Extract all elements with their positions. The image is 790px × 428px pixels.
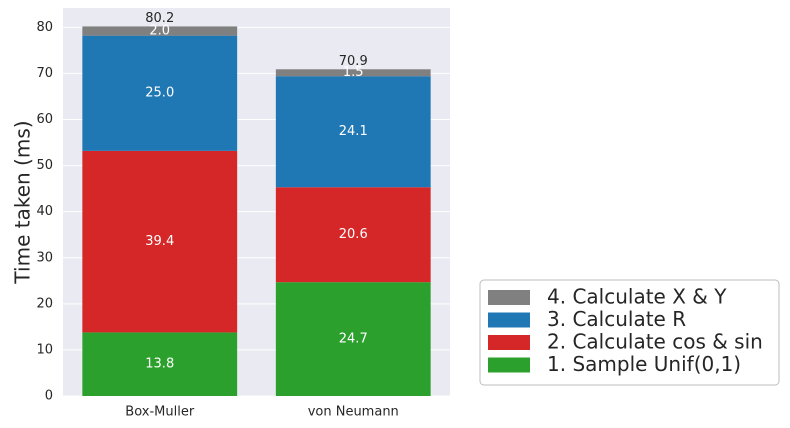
legend-entry-label: 4. Calculate X & Y bbox=[547, 285, 727, 309]
segment-value-label: 1.5 bbox=[343, 65, 364, 80]
segment-value-label: 24.7 bbox=[339, 332, 368, 347]
y-tick-label: 40 bbox=[36, 204, 53, 219]
y-tick-label: 20 bbox=[36, 296, 53, 311]
segment-value-label: 24.1 bbox=[339, 124, 368, 139]
bar-segment bbox=[82, 26, 238, 36]
segment-value-label: 13.8 bbox=[145, 357, 174, 372]
bar-segment bbox=[82, 35, 238, 151]
bar-segment bbox=[275, 282, 431, 396]
segment-value-label: 20.6 bbox=[339, 227, 368, 242]
legend-frame bbox=[479, 279, 780, 386]
legend-swatch bbox=[488, 312, 530, 328]
x-axis-ticks: Box-Muller von Neumann bbox=[125, 405, 398, 420]
x-tick-label: Box-Muller bbox=[125, 405, 195, 420]
bar-total-label: 70.9 bbox=[339, 54, 368, 69]
bar-segment bbox=[275, 187, 431, 283]
bars: 13.8 39.4 25.0 2.080.2 24.7 20.6 24.1 1.570.9 bbox=[82, 11, 431, 396]
segment-value-label: 25.0 bbox=[145, 86, 174, 101]
y-tick-label: 0 bbox=[45, 389, 53, 404]
legend-entry-label: 1. Sample Unif(0,1) bbox=[547, 352, 741, 376]
bar-segment bbox=[275, 76, 431, 188]
legend-entry-label: 3. Calculate R bbox=[547, 307, 686, 331]
y-tick-label: 10 bbox=[36, 342, 53, 357]
legend-swatch bbox=[488, 357, 530, 373]
y-tick-label: 60 bbox=[36, 112, 53, 127]
bar-total-label: 80.2 bbox=[145, 11, 174, 26]
bar-segment bbox=[82, 150, 238, 333]
legend-swatch bbox=[488, 335, 530, 350]
y-tick-label: 30 bbox=[36, 250, 53, 265]
y-axis-label: Time taken (ms) bbox=[11, 120, 35, 284]
y-tick-label: 50 bbox=[36, 158, 53, 173]
y-axis-ticks: 0 10 20 30 40 50 60 70 80 bbox=[36, 20, 53, 404]
legend: 4. Calculate X & Y3. Calculate R2. Calcu… bbox=[479, 279, 780, 386]
y-tick-label: 70 bbox=[36, 66, 53, 81]
x-tick-label: von Neumann bbox=[308, 405, 399, 420]
legend-entry-label: 2. Calculate cos & sin bbox=[547, 330, 763, 354]
bar-segment bbox=[82, 332, 238, 396]
bar-segment bbox=[275, 69, 431, 77]
segment-value-label: 39.4 bbox=[145, 234, 174, 249]
y-tick-label: 80 bbox=[36, 20, 53, 35]
segment-value-label: 2.0 bbox=[149, 24, 170, 39]
legend-swatch bbox=[488, 290, 530, 305]
